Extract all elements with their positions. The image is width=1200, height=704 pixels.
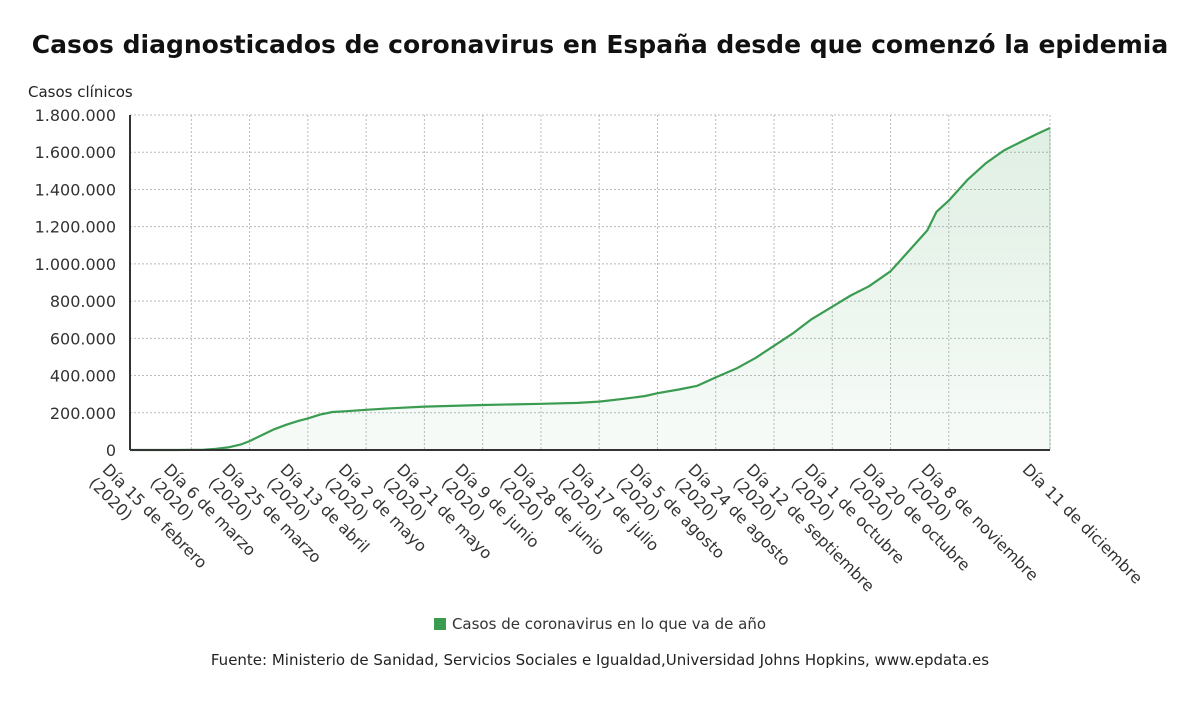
y-tick-label: 1.000.000 [35, 255, 116, 274]
y-ticks: 0 200.000 400.000 600.000 800.000 1.000.000 1.… [35, 106, 116, 460]
source-note: Fuente: Ministerio de Sanidad, Servicios… [210, 651, 990, 669]
series-area-fill [130, 128, 1050, 450]
series-area [130, 126, 1051, 452]
y-tick-label: 800.000 [50, 292, 116, 311]
legend-swatch [433, 618, 446, 630]
axes [129, 115, 1050, 451]
x-ticks: Día 15 de febrero(2020) Día 6 de marzo(20… [85, 460, 1146, 596]
y-tick-label: 200.000 [50, 404, 116, 423]
legend-label: Casos de coronavirus en lo que va de año [451, 615, 767, 633]
y-axis-label: Casos clínicos [28, 83, 133, 101]
y-tick-label: 0 [106, 441, 116, 460]
series-line [130, 126, 1051, 452]
legend: Casos de coronavirus en lo que va de año [0, 615, 1200, 633]
y-tick-label: 1.200.000 [35, 218, 116, 237]
y-tick-label: 1.600.000 [35, 143, 116, 162]
y-tick-label: 1.400.000 [35, 180, 116, 199]
chart-title: Casos diagnosticados de coronavirus en E… [31, 30, 1169, 59]
y-tick-label: 1.800.000 [35, 106, 116, 125]
y-tick-label: 600.000 [50, 329, 116, 348]
y-tick-label: 400.000 [50, 367, 116, 386]
